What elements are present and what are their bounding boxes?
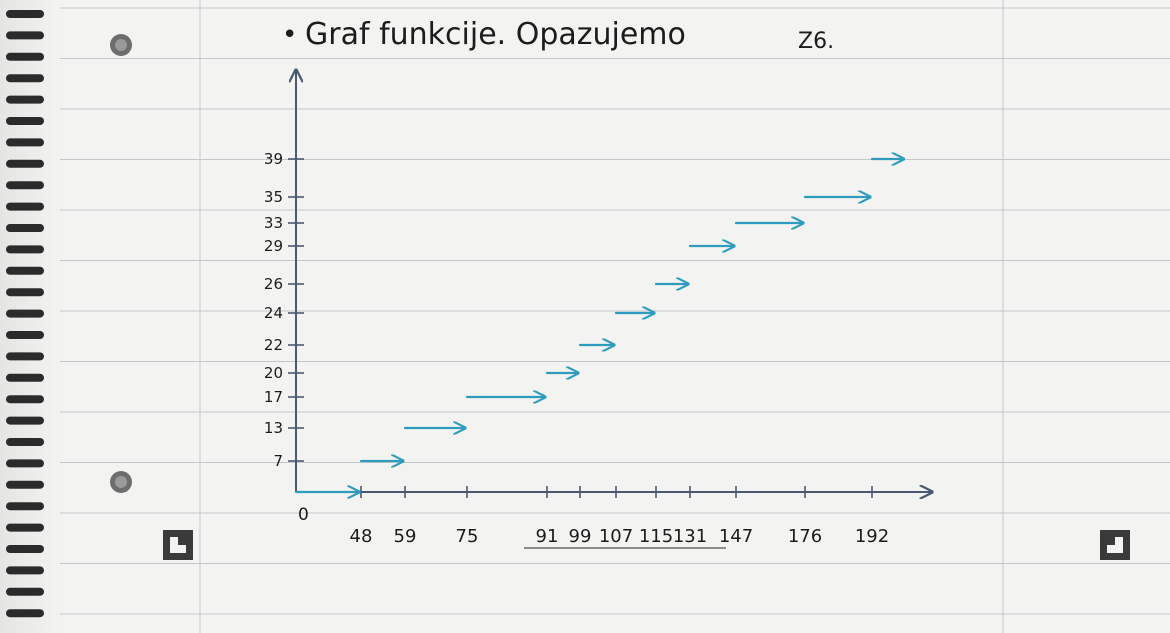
spiral-ring (6, 480, 44, 489)
spiral-ring (6, 138, 44, 147)
spiral-ring (6, 395, 44, 404)
spiral-ring (6, 502, 44, 511)
punch-hole-bottom-inner (115, 476, 127, 488)
heading-bullet: • (282, 20, 297, 50)
y-tick-label: 13 (264, 419, 283, 437)
spiral-ring (6, 373, 44, 382)
spiral-ring (6, 587, 44, 596)
y-tick-label: 33 (264, 214, 283, 232)
x-tick-label: 99 (569, 526, 592, 547)
spiral-ring (6, 202, 44, 211)
y-tick-label: 35 (264, 188, 283, 206)
spiral-ring (6, 438, 44, 446)
spiral-ring (6, 609, 44, 618)
spiral-ring (6, 117, 44, 125)
x-tick-label: 115 (639, 526, 673, 547)
y-ticks: 7 13 17 20 22 24 26 29 33 35 39 (264, 150, 304, 470)
punch-hole-top-inner (115, 39, 127, 51)
x-tick-label: 131 (673, 526, 707, 547)
x-tick-label: 59 (394, 526, 417, 547)
y-tick-label: 22 (264, 336, 283, 354)
y-tick-label: 39 (264, 150, 283, 168)
spiral-ring (6, 10, 44, 18)
x-tick-label: 48 (350, 526, 373, 547)
spiral-ring (6, 266, 44, 275)
heading-text: Graf funkcije. Opazujemo (305, 17, 686, 52)
y-tick-label: 20 (264, 364, 283, 382)
y-tick-label: 17 (264, 388, 283, 406)
x-ticks: 48 59 75 91 99 107 115 131 147 176 192 (350, 486, 889, 547)
x-tick-label: 91 (536, 526, 559, 547)
spiral-ring (6, 416, 44, 425)
notebook-ruling (60, 0, 1170, 633)
y-tick-label: 29 (264, 237, 283, 255)
origin-label: 0 (298, 505, 309, 525)
spiral-binding (6, 10, 44, 618)
heading-note: Z6. (798, 29, 834, 54)
corner-marker-left-icon (163, 530, 193, 560)
corner-marker-right-icon (1100, 530, 1130, 560)
x-tick-label: 192 (855, 526, 889, 547)
x-tick-label: 176 (788, 526, 822, 547)
y-tick-label: 26 (264, 275, 283, 293)
spiral-ring (6, 181, 44, 190)
spiral-ring (6, 95, 44, 104)
y-tick-label: 24 (264, 304, 283, 322)
x-tick-label: 147 (719, 526, 753, 547)
spiral-ring (6, 566, 44, 575)
x-tick-label: 75 (456, 526, 479, 547)
spiral-ring (6, 159, 44, 168)
spiral-ring (6, 545, 44, 553)
step-series (294, 159, 904, 492)
spiral-ring (6, 224, 44, 232)
y-tick-label: 7 (273, 452, 283, 470)
spiral-ring (6, 52, 44, 61)
spiral-ring (6, 288, 44, 297)
spiral-ring (6, 31, 44, 40)
spiral-ring (6, 331, 44, 339)
spiral-ring (6, 74, 44, 83)
spiral-ring (6, 352, 44, 361)
spiral-ring (6, 523, 44, 532)
x-tick-label: 107 (599, 526, 633, 547)
spiral-ring (6, 459, 44, 468)
spiral-ring (6, 309, 44, 318)
spiral-ring (6, 245, 44, 254)
